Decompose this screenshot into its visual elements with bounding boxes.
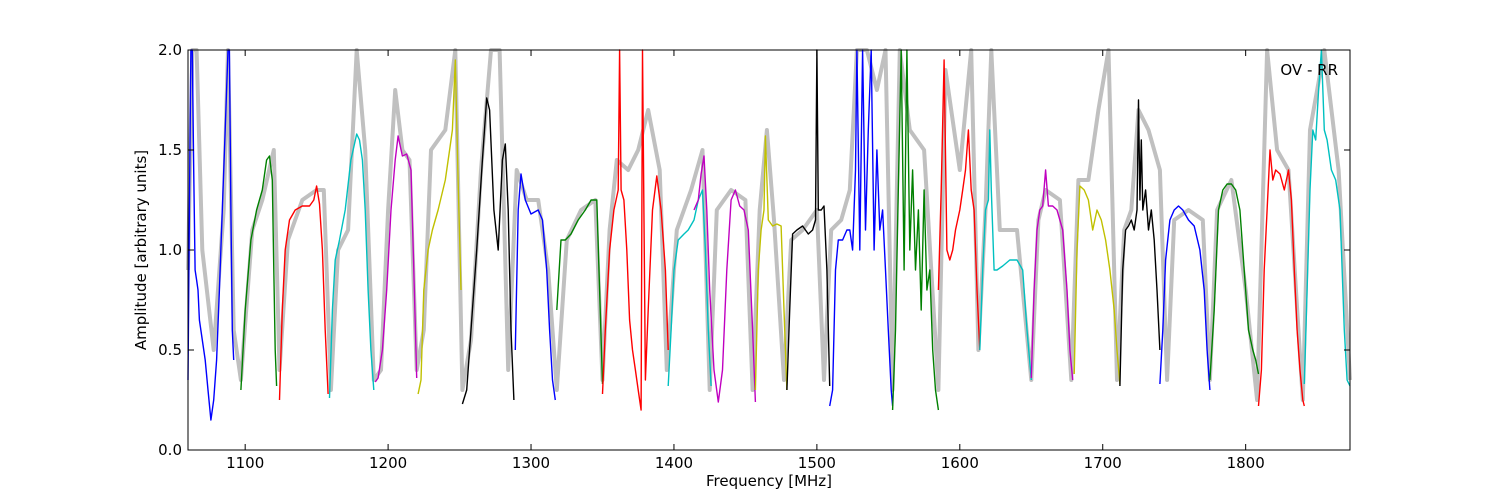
x-tick-label: 1300: [512, 454, 550, 472]
chart-annotation: OV - RR: [1280, 61, 1338, 79]
x-tick-label: 1500: [798, 454, 836, 472]
background-envelope-line: [186, 48, 1352, 402]
x-axis-ticks: 1100 1200 1300 1400 1500 1600 1700 1800: [226, 50, 1265, 472]
y-axis-label: Amplitude [arbitrary units]: [132, 150, 150, 350]
series-line-3: [278, 185, 329, 401]
series-line-4: [328, 133, 375, 399]
x-tick-label: 1800: [1227, 454, 1265, 472]
series-line-18: [979, 129, 1032, 381]
series-layer: [187, 49, 1351, 421]
series-line-10: [601, 49, 669, 411]
series-line-5: [374, 135, 418, 383]
x-tick-label: 1600: [941, 454, 979, 472]
x-tick-label: 1700: [1084, 454, 1122, 472]
y-tick-label: 1.0: [158, 241, 182, 259]
x-tick-label: 1100: [226, 454, 264, 472]
plot-background: [188, 50, 1350, 450]
series-line-17: [937, 59, 981, 351]
y-tick-label: 2.0: [158, 41, 182, 59]
series-line-20: [1073, 185, 1121, 385]
y-tick-label: 1.5: [158, 141, 182, 159]
series-line-23: [1209, 183, 1260, 381]
y-axis-ticks: 0.0 0.5 1.0 1.5 2.0: [158, 41, 1350, 459]
series-line-12: [693, 155, 757, 403]
series-line-22: [1159, 205, 1211, 391]
x-tick-label: 1400: [655, 454, 693, 472]
series-line-21: [1119, 99, 1161, 387]
series-line-16: [891, 49, 940, 411]
series-line-25: [1303, 49, 1351, 387]
series-line-8: [514, 173, 556, 401]
series-line-2: [240, 155, 278, 391]
y-tick-label: 0.0: [158, 441, 182, 459]
series-line-6: [417, 59, 462, 395]
series-line-11: [667, 189, 712, 387]
background-envelope-layer: [186, 48, 1352, 402]
x-axis-label: Frequency [MHz]: [706, 472, 832, 490]
series-line-14: [786, 49, 831, 391]
series-line-24: [1257, 149, 1305, 407]
series-line-9: [556, 199, 604, 385]
series-line-13: [754, 135, 788, 391]
series-line-7: [461, 97, 515, 405]
series-line-19: [1030, 169, 1074, 381]
y-tick-label: 0.5: [158, 341, 182, 359]
x-tick-label: 1200: [369, 454, 407, 472]
